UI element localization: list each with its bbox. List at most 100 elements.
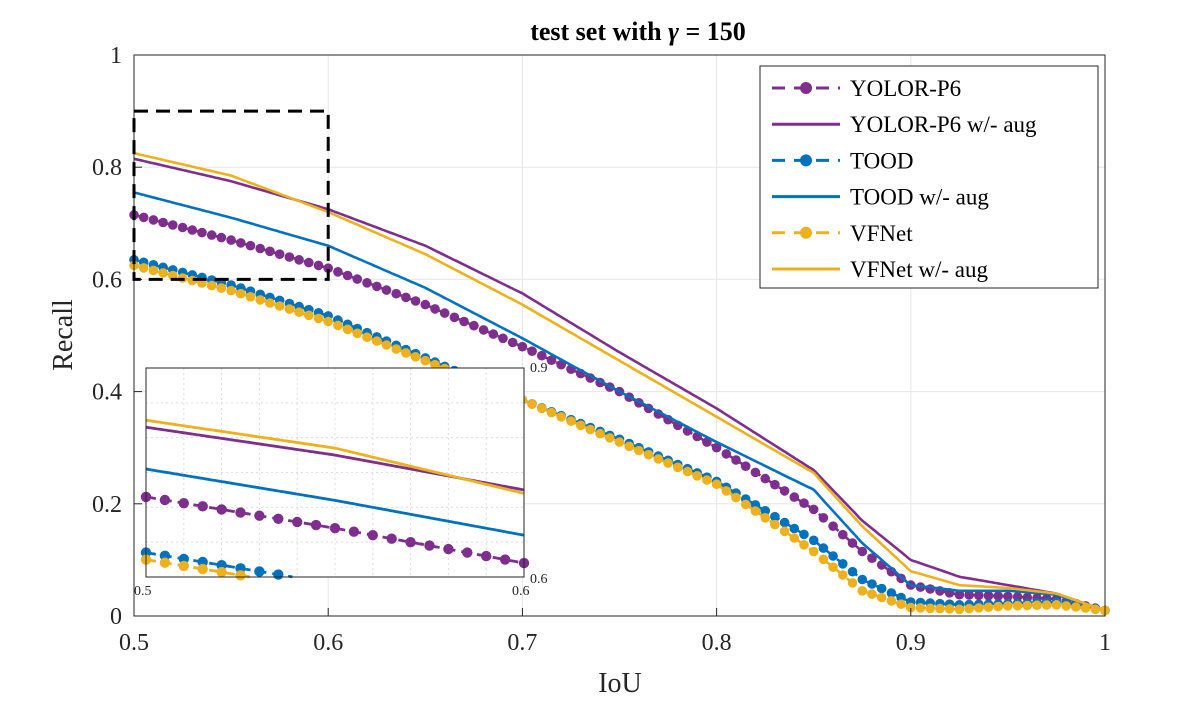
inset-marker-yolor-p6 [292, 516, 303, 528]
marker-yolor-p6 [226, 235, 236, 245]
series-vfnet-w-aug [133, 151, 1106, 612]
marker-vfnet [1003, 601, 1013, 611]
marker-yolor-p6 [478, 325, 489, 335]
marker-vfnet [420, 355, 431, 366]
marker-vfnet [546, 407, 557, 418]
inset-marker-tood [254, 566, 265, 577]
marker-yolor-p6 [236, 238, 246, 248]
inset-marker-yolor-p6 [424, 540, 435, 551]
marker-vfnet [983, 602, 994, 612]
marker-vfnet [1012, 600, 1023, 611]
marker-vfnet [430, 359, 440, 370]
marker-yolor-p6 [294, 254, 304, 265]
marker-yolor-p6 [206, 230, 217, 240]
marker-vfnet [847, 578, 858, 588]
marker-tood [799, 529, 809, 540]
x-tick-label: 1 [1099, 630, 1111, 656]
inset-marker-yolor-p6 [159, 494, 171, 506]
inset-marker-vfnet [235, 570, 246, 581]
inset-marker-yolor-p6 [273, 513, 284, 524]
marker-vfnet [711, 479, 722, 490]
marker-yolor-p6 [401, 292, 411, 303]
marker-vfnet [605, 433, 615, 443]
inset-marker-yolor-p6 [235, 507, 246, 518]
x-tick-label: 0.7 [507, 630, 537, 656]
marker-yolor-p6 [449, 312, 460, 323]
marker-yolor-p6 [391, 288, 402, 299]
marker-vfnet [236, 288, 246, 299]
marker-yolor-p6 [828, 521, 838, 531]
inset-marker-vfnet [178, 560, 189, 572]
marker-vfnet [915, 603, 926, 613]
marker-vfnet [789, 533, 800, 543]
marker-vfnet [372, 336, 382, 346]
marker-vfnet [721, 486, 732, 496]
marker-vfnet [896, 599, 906, 609]
line-vfnet-w-aug [133, 151, 1106, 612]
y-axis-label: Recall [48, 299, 79, 371]
x-tick-label: 0.9 [896, 630, 926, 656]
marker-vfnet [527, 399, 537, 410]
marker-yolor-p6 [284, 252, 295, 262]
inset-marker-vfnet [159, 557, 171, 568]
marker-yolor-p6 [517, 341, 528, 352]
marker-vfnet [148, 265, 159, 276]
marker-vfnet [245, 292, 256, 302]
marker-yolor-p6 [993, 591, 1003, 601]
marker-vfnet [770, 519, 780, 530]
marker-yolor-p6 [372, 281, 382, 292]
legend-entry-vfnet-w-aug: VFNet w/- aug [772, 257, 988, 282]
marker-vfnet [323, 316, 334, 327]
marker-yolor-p6 [410, 296, 421, 306]
marker-tood [779, 517, 790, 528]
y-tick-label: 0.2 [92, 492, 122, 518]
marker-vfnet [828, 562, 838, 572]
marker-tood [876, 583, 887, 594]
marker-yolor-p6 [362, 278, 372, 288]
marker-vfnet [750, 506, 761, 516]
legend-swatch-marker [800, 226, 812, 239]
marker-yolor-p6 [138, 212, 149, 223]
marker-yolor-p6 [323, 263, 334, 274]
title-gamma-symbol: γ [668, 17, 679, 46]
chart-title: test set with γ = 150 [530, 17, 746, 46]
marker-tood [886, 588, 897, 598]
marker-tood [838, 559, 848, 569]
marker-vfnet [634, 445, 644, 456]
marker-vfnet [906, 602, 916, 613]
marker-yolor-p6 [740, 461, 751, 472]
marker-yolor-p6 [197, 227, 207, 238]
marker-tood [857, 574, 868, 585]
marker-yolor-p6 [857, 546, 868, 557]
legend-label: TOOD [850, 148, 913, 173]
marker-yolor-p6 [760, 473, 770, 484]
legend-swatch-marker [800, 154, 812, 167]
legend-label: VFNet w/- aug [850, 257, 988, 282]
inset-marker-vfnet [197, 563, 208, 575]
inset-marker-yolor-p6 [310, 519, 322, 531]
inset-y-tick-label: 0.9 [530, 361, 548, 376]
x-tick-label: 0.5 [119, 630, 149, 656]
series-tood-w-aug [133, 191, 1106, 612]
inset-marker-yolor-p6 [367, 530, 378, 541]
zoom-region-box [132, 109, 330, 281]
legend: YOLOR-P6 YOLOR-P6 w/- aug TOOD TOOD w/- aug… [759, 65, 1099, 289]
marker-yolor-p6 [731, 455, 741, 465]
marker-vfnet [925, 603, 935, 614]
inset-marker-yolor-p6 [348, 526, 360, 537]
inset-marker-yolor-p6 [329, 523, 341, 534]
y-tick-label: 0.8 [92, 155, 122, 181]
inset-marker-yolor-p6 [481, 550, 492, 562]
marker-vfnet [313, 313, 324, 324]
marker-yolor-p6 [527, 346, 537, 357]
inset-marker-yolor-p6 [405, 537, 416, 548]
marker-yolor-p6 [187, 225, 198, 235]
marker-yolor-p6 [333, 267, 343, 277]
inset-tick-labels: 0.5 0.6 0.9 0.6 [134, 361, 548, 599]
legend-label: VFNet [850, 221, 913, 246]
marker-yolor-p6 [245, 240, 256, 251]
marker-tood [808, 535, 819, 546]
marker-tood [789, 523, 800, 534]
y-tick-label: 1 [110, 43, 122, 69]
marker-tood [847, 566, 858, 577]
